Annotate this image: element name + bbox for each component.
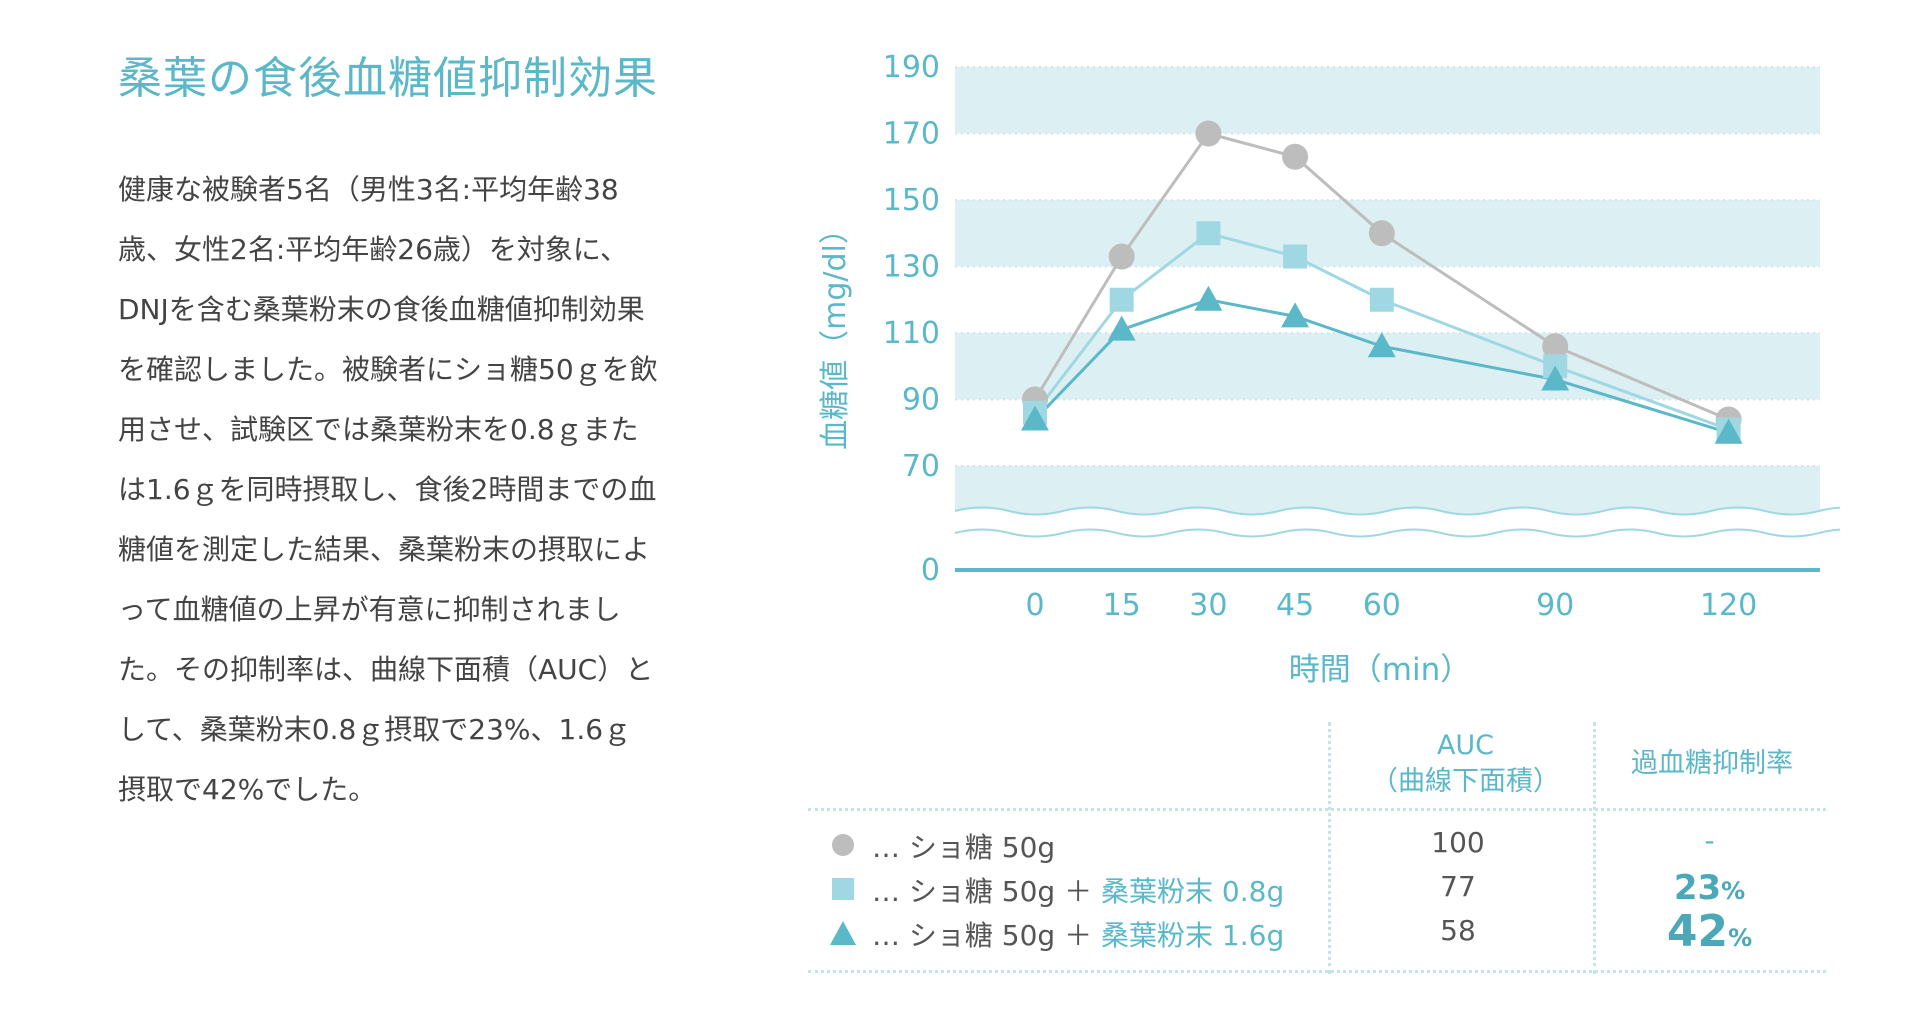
chart-band: [955, 67, 1820, 134]
y-tick-label: 130: [883, 250, 940, 285]
x-tick-label: 15: [1103, 588, 1141, 623]
description-line: して、桑葉粉末0.8ｇ摂取で23%、1.6ｇ: [118, 713, 632, 746]
data-point: [1021, 405, 1049, 431]
data-point: [1714, 418, 1743, 444]
y-tick-label: 170: [883, 117, 940, 152]
blood-glucose-chart: 190 170 150 130 110 90 70 0 0 15 30 45 60 90 120 時間（min…: [818, 50, 1840, 688]
auc-header-title: AUC: [1436, 730, 1495, 761]
description-line: 歳、女性2名:平均年齢26歳）を対象に、: [118, 233, 629, 266]
auc-value: 100: [1431, 826, 1485, 859]
bottom-divider: [808, 970, 1826, 973]
column-divider: [1593, 722, 1596, 974]
row-label: … ショ糖 50g ＋ 桑葉粉末 0.8g: [872, 875, 1285, 908]
description-line: 健康な被験者5名（男性3名:平均年齢38: [118, 173, 619, 206]
row-label: … ショ糖 50g: [872, 831, 1056, 864]
rate-value: -: [1704, 824, 1715, 857]
column-divider: [1328, 722, 1331, 974]
rate-header: 過血糖抑制率: [1631, 748, 1793, 779]
x-tick-label: 120: [1700, 588, 1757, 623]
triangle-marker-icon: [830, 921, 856, 945]
y-tick-label: 190: [883, 50, 940, 85]
x-tick-label: 45: [1276, 588, 1314, 623]
data-point: [1367, 332, 1396, 358]
data-point: [1283, 244, 1308, 269]
data-point: [1282, 143, 1309, 170]
table-row: … ショ糖 50g ＋ 桑葉粉末 1.6g 58 42%: [808, 906, 1826, 957]
description-line: 摂取で42%でした。: [118, 773, 377, 806]
rate-value: 42%: [1666, 906, 1753, 957]
circle-marker-icon: [832, 834, 854, 856]
data-point: [1368, 220, 1395, 247]
auc-value: 58: [1440, 914, 1476, 947]
table-row: … ショ糖 50g 100 -: [808, 824, 1826, 868]
description-line: を確認しました。被験者にショ糖50ｇを飲: [118, 353, 658, 386]
auc-value: 77: [1440, 870, 1476, 903]
data-point: [1542, 333, 1569, 360]
description-line: は1.6ｇを同時摂取し、食後2時間までの血: [118, 473, 657, 506]
square-marker-icon: [832, 878, 854, 900]
data-point: [1108, 243, 1135, 270]
data-point: [1369, 287, 1394, 312]
auc-table: AUC （曲線下面積） 過血糖抑制率 … ショ糖 50g 100 - … ショ糖…: [808, 722, 1826, 974]
y-tick-label: 70: [902, 449, 940, 484]
auc-header: AUC （曲線下面積）: [1338, 722, 1593, 806]
y-axis-label: 血糖値（mg/dl）: [818, 214, 853, 450]
y-tick-label: 0: [921, 553, 940, 588]
page-title: 桑葉の食後血糖値抑制効果: [118, 53, 658, 104]
data-point: [1281, 302, 1310, 328]
x-tick-label: 90: [1536, 588, 1574, 623]
y-tick-label: 150: [883, 183, 940, 218]
x-tick-label: 0: [1025, 588, 1044, 623]
data-point: [1109, 287, 1134, 312]
rate-value: 23%: [1673, 868, 1746, 908]
y-tick-label: 90: [902, 383, 940, 418]
description-line: 糖値を測定した結果、桑葉粉末の摂取によ: [118, 533, 651, 566]
x-tick-label: 60: [1363, 588, 1401, 623]
auc-header-sub: （曲線下面積）: [1371, 766, 1560, 797]
data-point: [1195, 120, 1222, 147]
description: 健康な被験者5名（男性3名:平均年齢38 歳、女性2名:平均年齢26歳）を対象に…: [118, 160, 718, 820]
x-axis-label: 時間（min）: [1289, 652, 1471, 688]
data-point: [1194, 285, 1223, 311]
description-line: DNJを含む桑葉粉末の食後血糖値抑制効果: [118, 293, 645, 326]
data-point: [1196, 221, 1221, 246]
description-line: 用させ、試験区では桑葉粉末を0.8ｇまた: [118, 413, 639, 446]
table-row: … ショ糖 50g ＋ 桑葉粉末 0.8g 77 23%: [808, 868, 1826, 912]
axis-break-line: [954, 506, 1840, 516]
description-line: って血糖値の上昇が有意に抑制されまし: [118, 593, 621, 626]
x-tick-label: 30: [1189, 588, 1227, 623]
data-point: [1541, 365, 1570, 391]
header-divider: [808, 808, 1826, 811]
row-label: … ショ糖 50g ＋ 桑葉粉末 1.6g: [872, 919, 1285, 952]
y-tick-label: 110: [883, 316, 940, 351]
axis-break-line: [954, 528, 1840, 538]
data-point: [1107, 315, 1136, 341]
description-line: た。その抑制率は、曲線下面積（AUC）と: [118, 653, 654, 686]
